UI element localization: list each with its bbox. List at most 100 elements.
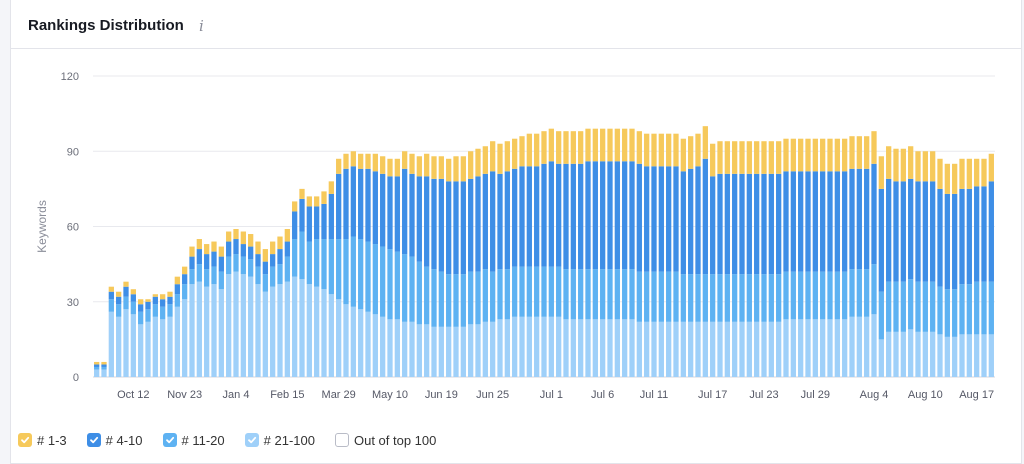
bar-segment [834,171,840,272]
bar-segment [592,319,598,377]
bar-segment [490,271,496,322]
legend-item-out-of-top-100[interactable]: Out of top 100 [334,433,436,448]
bar-segment [284,241,290,257]
legend-item-1-3[interactable]: # 1-3 [18,433,67,448]
bar-segment [365,241,371,312]
bar-segment [754,173,760,275]
bar-segment [798,319,804,377]
bar-segment [226,231,232,242]
bar-segment [673,321,679,377]
legend-item-4-10[interactable]: # 4-10 [86,433,143,448]
bar-segment [702,274,708,322]
bar-segment [688,321,694,377]
checkbox-icon[interactable] [334,433,349,447]
bar-segment [321,191,327,204]
x-tick-label: Nov 23 [167,389,202,401]
bar-segment [988,153,994,182]
bar-segment [226,274,232,377]
legend-item-11-20[interactable]: # 11-20 [162,433,225,448]
bar-segment [688,168,694,275]
bar-segment [930,331,936,377]
bar-segment [820,171,826,272]
bar-segment [578,269,584,320]
bar-segment [446,158,452,182]
bar-segment [94,361,100,365]
checkbox-icon[interactable] [86,433,101,447]
bar-segment [299,279,305,377]
x-tick-label: Jul 17 [698,389,727,401]
bar-segment [724,141,730,174]
bar-segment [607,128,613,162]
x-tick-label: Jul 6 [591,389,614,401]
bar-segment [937,286,943,335]
bar-segment [350,236,356,307]
bar-segment [922,151,928,182]
info-icon[interactable]: i [199,17,204,35]
bar-segment [138,304,144,312]
bar-segment [218,246,224,257]
bar-segment [108,299,114,312]
bar-segment [600,319,606,377]
bar-segment [101,364,107,367]
checkbox-icon[interactable] [244,433,259,447]
bar-segment [416,176,422,262]
bar-segment [409,173,415,257]
bar-segment [908,329,914,377]
bar-segment [306,196,312,207]
bar-segment [761,173,767,275]
bar-segment [255,254,261,267]
bar-segment [886,281,892,332]
bar-segment [974,186,980,282]
bar-segment [666,166,672,272]
bar-segment [930,281,936,332]
bar-segment [768,173,774,275]
bar-segment [724,173,730,275]
bar-segment [981,158,987,187]
bar-segment [658,166,664,272]
legend-item-21-100[interactable]: # 21-100 [244,433,315,448]
bar-segment [534,266,540,317]
y-tick-label: 30 [67,297,79,309]
bar-segment [680,138,686,172]
bar-segment [321,239,327,290]
bar-segment [314,286,320,377]
bar-segment [424,266,430,325]
bar-segment [526,133,532,167]
bar-segment [849,316,855,377]
bar-segment [556,163,562,267]
bar-segment [475,271,481,325]
bar-segment [438,178,444,272]
checkbox-icon[interactable] [18,433,32,447]
bar-segment [284,229,290,242]
bar-segment [226,241,232,257]
bar-segment [365,311,371,377]
x-tick-label: Jul 29 [801,389,830,401]
bar-segment [658,271,664,322]
x-tick-label: Oct 12 [117,389,149,401]
bar-segment [636,163,642,272]
y-tick-label: 90 [67,146,79,158]
bar-segment [233,254,239,272]
bar-segment [673,133,679,167]
bar-segment [805,271,811,320]
bar-segment [343,153,349,169]
bar-segment [167,291,173,297]
bar-segment [218,256,224,272]
bar-segment [328,181,334,194]
bar-segment [944,193,950,290]
bar-segment [152,316,158,377]
bar-segment [746,141,752,174]
bar-segment [204,286,210,377]
bar-segment [262,261,268,275]
bar-segment [292,201,298,212]
bar-segment [651,321,657,377]
bar-segment [563,269,569,320]
bar-segment [754,274,760,322]
bar-segment [482,146,488,174]
bar-segment [167,304,173,317]
checkbox-icon[interactable] [162,433,177,447]
bar-segment [600,161,606,270]
bar-segment [526,266,532,317]
bar-segment [512,316,518,377]
bar-segment [402,321,408,377]
